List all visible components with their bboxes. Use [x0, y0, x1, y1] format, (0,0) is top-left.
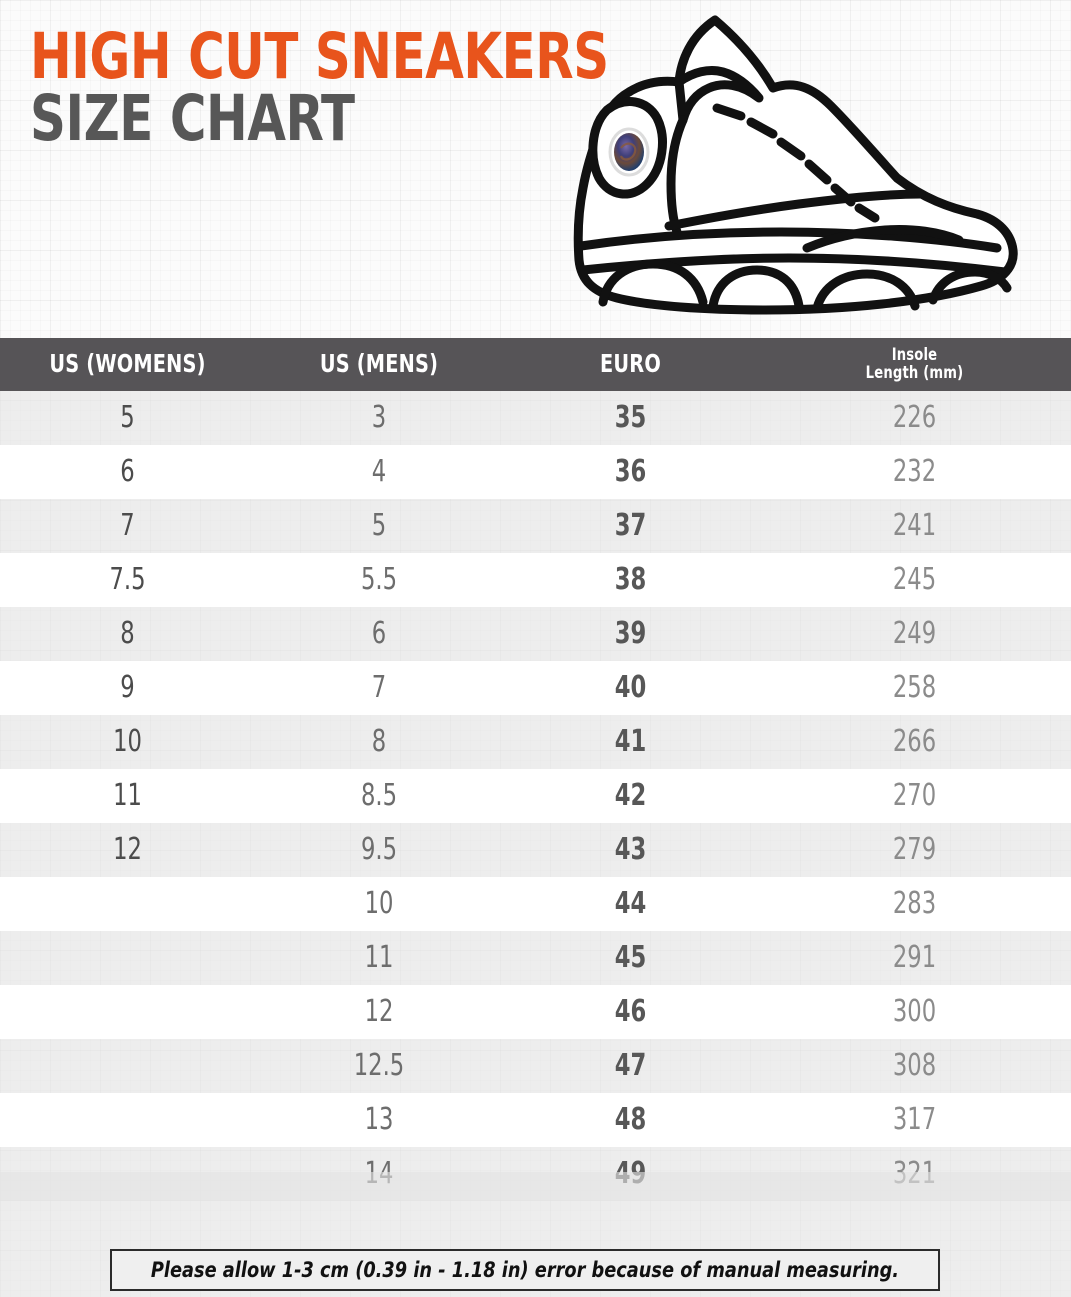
page-title: HIGH CUT SNEAKERS SIZE CHART: [30, 20, 609, 155]
column-header-us-mens: US (MENS): [319, 349, 439, 379]
table-row: 10 8 41 266: [0, 715, 1071, 769]
table-row: 12.5 47 308: [0, 1039, 1071, 1093]
column-header-us-womens: US (WOMENS): [49, 349, 206, 379]
shoe-laces: [712, 103, 880, 223]
table-cell: 11: [364, 940, 394, 975]
table-cell: 48: [614, 1102, 647, 1137]
table-cell: 39: [614, 616, 647, 651]
sneaker-illustration: [545, 2, 1065, 332]
table-cell: 42: [614, 778, 647, 813]
table-row: 11 45 291: [0, 931, 1071, 985]
table-cell: 11: [113, 778, 142, 813]
table-cell: 5: [120, 400, 135, 435]
table-cell: 8: [371, 724, 387, 759]
table-cell: 36: [614, 454, 647, 489]
table-cell: 9: [120, 670, 135, 705]
table-cell: 226: [892, 400, 937, 435]
table-body: 5 3 35 226 6 4 36 232 7 5 37 241 7.5 5.5 38 245 8 6 39 249 9…: [0, 391, 1071, 1201]
table-cell: 7: [120, 508, 135, 543]
table-header-row: US (WOMENS) US (MENS) EURO Insole Length…: [0, 338, 1071, 391]
table-cell: 35: [614, 400, 647, 435]
table-cell: 40: [614, 670, 647, 705]
table-cell: 12.5: [353, 1048, 405, 1083]
table-cell: 245: [892, 562, 937, 597]
table-cell: 10: [113, 724, 142, 759]
table-cell: 266: [892, 724, 937, 759]
title-primary: HIGH CUT SNEAKERS: [30, 20, 609, 93]
table-cell: 279: [892, 832, 937, 867]
insole-header-line2: Length (mm): [865, 362, 964, 383]
table-cell: 45: [614, 940, 647, 975]
table-cell: 283: [892, 886, 937, 921]
table-row: 6 4 36 232: [0, 445, 1071, 499]
table-cell: 38: [614, 562, 647, 597]
table-cell: 4: [371, 454, 387, 489]
table-cell: 37: [614, 508, 647, 543]
table-cell: 232: [892, 454, 937, 489]
table-cell: 9.5: [360, 832, 398, 867]
table-row: 8 6 39 249: [0, 607, 1071, 661]
table-cell: 43: [614, 832, 647, 867]
table-cell: 41: [614, 724, 647, 759]
table-cell: 7.5: [109, 562, 146, 597]
table-row: 5 3 35 226: [0, 391, 1071, 445]
table-cell: 8.5: [360, 778, 398, 813]
table-cell: 249: [892, 616, 937, 651]
table-row: 9 7 40 258: [0, 661, 1071, 715]
table-cell: 6: [371, 616, 387, 651]
table-row: 7 5 37 241: [0, 499, 1071, 553]
table-cell: 270: [892, 778, 937, 813]
table-row: 11 8.5 42 270: [0, 769, 1071, 823]
table-cell: 291: [892, 940, 937, 975]
table-cell: 241: [892, 508, 937, 543]
table-cell: 5.5: [360, 562, 398, 597]
table-cell: 317: [892, 1102, 937, 1137]
measurement-disclaimer-text: Please allow 1-3 cm (0.39 in - 1.18 in) …: [150, 1258, 900, 1282]
table-cell: 10: [364, 886, 394, 921]
table-row: 10 44 283: [0, 877, 1071, 931]
size-chart-table: US (WOMENS) US (MENS) EURO Insole Length…: [0, 338, 1071, 1201]
table-cell: 46: [614, 994, 647, 1029]
cat-eye-emblem: [608, 127, 650, 177]
table-cell: 6: [120, 454, 135, 489]
title-secondary: SIZE CHART: [30, 81, 355, 155]
table-cell: 5: [371, 508, 387, 543]
table-cell: 258: [892, 670, 937, 705]
column-header-euro: EURO: [600, 349, 661, 379]
table-row: 7.5 5.5 38 245: [0, 553, 1071, 607]
table-cell: 12: [364, 994, 394, 1029]
table-cell: 308: [892, 1048, 937, 1083]
table-row: 13 48 317: [0, 1093, 1071, 1147]
insole-header-line1: Insole: [891, 344, 938, 365]
table-row: 12 46 300: [0, 985, 1071, 1039]
table-cell: 47: [614, 1048, 647, 1083]
measurement-disclaimer-box: Please allow 1-3 cm (0.39 in - 1.18 in) …: [110, 1249, 940, 1291]
table-cell: 300: [892, 994, 937, 1029]
table-cell: 3: [371, 400, 387, 435]
table-cell: 8: [120, 616, 135, 651]
column-header-insole-length: Insole Length (mm): [780, 344, 1049, 383]
table-row: 12 9.5 43 279: [0, 823, 1071, 877]
table-cell: 13: [364, 1102, 394, 1137]
table-cell: 12: [113, 832, 142, 867]
table-cell: 7: [371, 670, 387, 705]
table-cell: 44: [614, 886, 647, 921]
